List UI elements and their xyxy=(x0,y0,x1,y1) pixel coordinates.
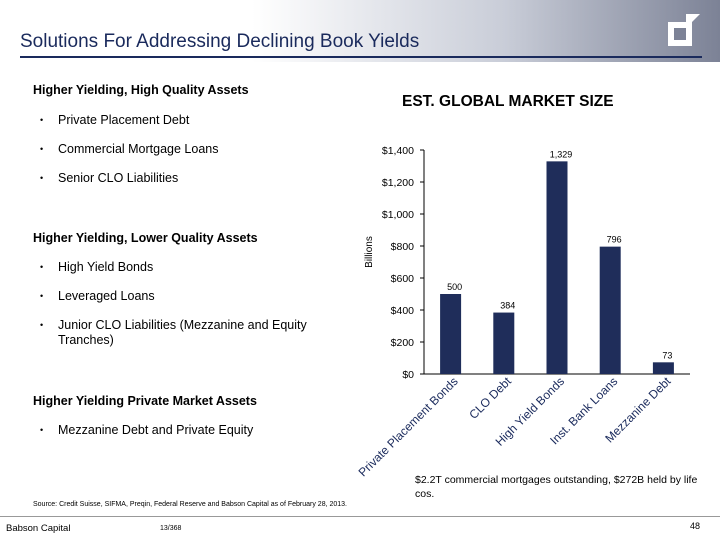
data-label: 1,329 xyxy=(550,149,573,159)
bullet-commercial-mortgage: • Commercial Mortgage Loans xyxy=(40,142,219,157)
bullet-mezzanine-pe: • Mezzanine Debt and Private Equity xyxy=(40,423,253,438)
y-tick-label: $0 xyxy=(402,369,414,381)
footer-company: Babson Capital xyxy=(6,523,71,534)
data-label: 796 xyxy=(607,235,622,245)
category-label: Private Placement Bonds xyxy=(356,374,461,479)
chart-title: EST. GLOBAL MARKET SIZE xyxy=(402,93,614,110)
bar xyxy=(599,246,621,374)
header-band xyxy=(0,0,720,62)
data-labels: 500 384 1,329 796 73 xyxy=(447,149,672,360)
chart-note: $2.2T commercial mortgages outstanding, … xyxy=(415,474,698,500)
bullet-high-yield: • High Yield Bonds xyxy=(40,260,153,275)
section-heading-high-quality: Higher Yielding, High Quality Assets xyxy=(33,83,249,97)
data-label: 384 xyxy=(500,301,515,311)
bullet-private-placement: • Private Placement Debt xyxy=(40,113,189,128)
category-label: CLO Debt xyxy=(466,374,514,422)
bar xyxy=(652,362,674,374)
title-rule xyxy=(20,56,702,58)
bullet-dot: • xyxy=(40,425,44,435)
page-number: 48 xyxy=(690,521,701,531)
bullet-dot: • xyxy=(40,320,44,330)
bullet-dot: • xyxy=(40,115,44,125)
bullet-dot: • xyxy=(40,291,44,301)
bullet-text: Private Placement Debt xyxy=(58,113,190,127)
source-note: Source: Credit Suisse, SIFMA, Preqin, Fe… xyxy=(33,501,347,508)
y-axis: $0 $200 $400 $600 $800 $1,000 $1,200 $1,400 Bill… xyxy=(364,145,690,381)
section-heading-private-market: Higher Yielding Private Market Assets xyxy=(33,394,257,408)
bullet-senior-clo: • Senior CLO Liabilities xyxy=(40,171,178,186)
y-tick-label: $800 xyxy=(391,241,415,253)
bullet-text: High Yield Bonds xyxy=(58,260,154,274)
page-title: Solutions For Addressing Declining Book … xyxy=(20,31,420,52)
bullet-dot: • xyxy=(40,173,44,183)
bullet-dot: • xyxy=(40,262,44,272)
bullet-text: Senior CLO Liabilities xyxy=(58,171,179,185)
footer-rule xyxy=(0,516,720,517)
y-tick-label: $1,400 xyxy=(382,145,414,157)
bar xyxy=(493,312,515,374)
bullet-leveraged-loans: • Leveraged Loans xyxy=(40,289,155,304)
y-tick-label: $200 xyxy=(391,337,415,349)
bullet-text: Mezzanine Debt and Private Equity xyxy=(58,423,254,437)
y-tick-label: $1,000 xyxy=(382,209,414,221)
y-tick-label: $1,200 xyxy=(382,177,414,189)
babson-logo-icon xyxy=(668,14,700,46)
bullet-dot: • xyxy=(40,144,44,154)
data-label: 73 xyxy=(662,350,672,360)
bullet-text: Commercial Mortgage Loans xyxy=(58,142,219,156)
bar xyxy=(546,161,568,374)
bullet-text: Leveraged Loans xyxy=(58,289,155,303)
y-tick-label: $600 xyxy=(391,273,415,285)
bullet-junior-clo: • Junior CLO Liabilities (Mezzanine and E… xyxy=(40,318,358,348)
bullet-text: Junior CLO Liabilities (Mezzanine and Eq… xyxy=(58,318,307,347)
data-label: 500 xyxy=(447,282,462,292)
y-axis-title: Billions xyxy=(364,236,375,268)
bar xyxy=(440,294,462,374)
section-heading-lower-quality: Higher Yielding, Lower Quality Assets xyxy=(33,231,258,245)
bars xyxy=(440,161,674,374)
footer-code: 13/368 xyxy=(160,525,182,532)
y-tick-label: $400 xyxy=(391,305,415,317)
